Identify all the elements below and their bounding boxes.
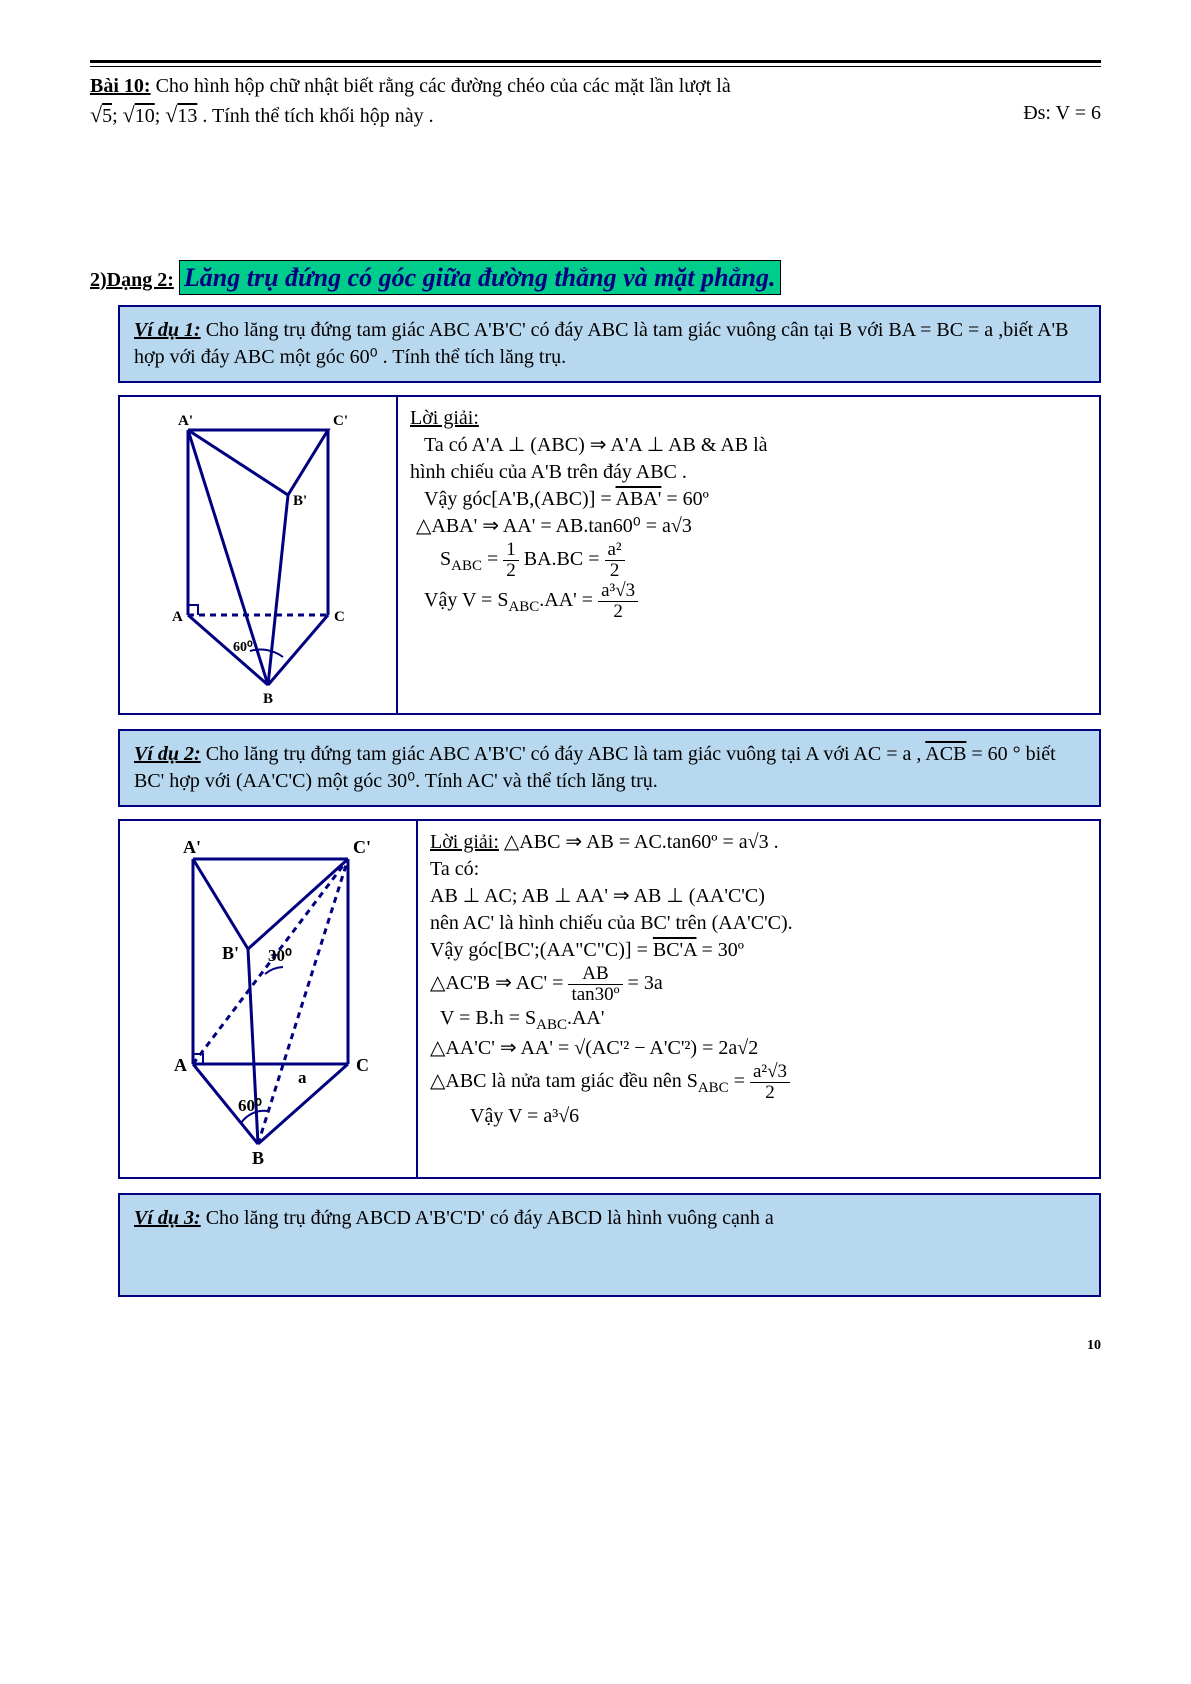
bai10-text2: √5; √10; √13 . Tính thể tích khối hộp nà… bbox=[90, 105, 434, 127]
label-Cprime: C' bbox=[333, 413, 348, 429]
ex2-solution-row: A' C' B' A C B 30⁰ 60⁰ a Lời giải: △ABC … bbox=[118, 819, 1101, 1179]
label-B2: B bbox=[252, 1148, 264, 1168]
label-Cprime2: C' bbox=[353, 837, 371, 857]
ex2-sol-l7: V = B.h = SABC.AA' bbox=[430, 1005, 1087, 1035]
label-C: C bbox=[334, 609, 345, 625]
ex1-figure-cell: A' C' B' A C B 60⁰ bbox=[120, 397, 398, 713]
ex1-sol-title: Lời giải: bbox=[410, 407, 479, 429]
ex1-sol-l6: Vậy V = SABC.AA' = a³√32 bbox=[410, 581, 1087, 622]
ex1-sol-l4: △ABA' ⇒ AA' = AB.tan60⁰ = a√3 bbox=[410, 513, 1087, 540]
ex1-sol-l1: Ta có A'A ⊥ (ABC) ⇒ A'A ⊥ AB & AB là bbox=[410, 432, 1087, 459]
ex1-sol-l2: hình chiếu của A'B trên đáy ABC . bbox=[410, 459, 1087, 486]
ex2-sol-l1: Lời giải: △ABC ⇒ AB = AC.tan60º = a√3 . bbox=[430, 829, 1087, 856]
label-angle60b: 60⁰ bbox=[238, 1096, 262, 1115]
ex2-sol-l10: Vậy V = a³√6 bbox=[430, 1103, 1087, 1130]
ex2-solution-cell: Lời giải: △ABC ⇒ AB = AC.tan60º = a√3 . … bbox=[418, 821, 1099, 1177]
ex2-sol-l5: Vậy góc[BC';(AA"C"C)] = BC'A = 30º bbox=[430, 937, 1087, 964]
top-rule bbox=[90, 60, 1101, 67]
ex1-solution-cell: Lời giải: Ta có A'A ⊥ (ABC) ⇒ A'A ⊥ AB &… bbox=[398, 397, 1099, 713]
ex1-problem-text: Cho lăng trụ đứng tam giác ABC A'B'C' có… bbox=[134, 319, 1068, 368]
label-C2: C bbox=[356, 1055, 369, 1075]
label-B: B bbox=[263, 691, 273, 705]
ex2-sol-l4: nên AC' là hình chiếu của BC' trên (AA'C… bbox=[430, 910, 1087, 937]
ex2-sol-l6: △AC'B ⇒ AC' = ABtan30º = 3a bbox=[430, 964, 1087, 1005]
label-Aprime: A' bbox=[178, 413, 193, 429]
label-Bprime: B' bbox=[293, 493, 307, 509]
ex3-problem-text: Cho lăng trụ đứng ABCD A'B'C'D' có đáy A… bbox=[201, 1207, 774, 1229]
section-heading: 2)Dạng 2: Lăng trụ đứng có góc giữa đườn… bbox=[90, 260, 1101, 295]
bai10-answer: Đs: V = 6 bbox=[1023, 100, 1101, 127]
page-number: 10 bbox=[90, 1337, 1101, 1356]
ex2-sol-l8: △AA'C' ⇒ AA' = √(AC'² − A'C'²) = 2a√2 bbox=[430, 1035, 1087, 1062]
ex2-problem-box: Ví dụ 2: Cho lăng trụ đứng tam giác ABC … bbox=[118, 729, 1101, 807]
ex2-sol-l9: △ABC là nửa tam giác đều nên SABC = a²√3… bbox=[430, 1062, 1087, 1103]
ex1-solution-row: A' C' B' A C B 60⁰ Lời giải: Ta có A'A ⊥… bbox=[118, 395, 1101, 715]
ex1-label: Ví dụ 1: bbox=[134, 319, 201, 341]
label-A: A bbox=[172, 609, 183, 625]
ex2-sol-l3: AB ⊥ AC; AB ⊥ AA' ⇒ AB ⊥ (AA'C'C) bbox=[430, 883, 1087, 910]
label-Bprime2: B' bbox=[222, 943, 239, 963]
ex1-figure: A' C' B' A C B 60⁰ bbox=[138, 405, 378, 705]
label-A2: A bbox=[174, 1055, 187, 1075]
label-Aprime2: A' bbox=[183, 837, 201, 857]
bai10-line2: √5; √10; √13 . Tính thể tích khối hộp nà… bbox=[90, 100, 1101, 130]
ex2-figure: A' C' B' A C B 30⁰ 60⁰ a bbox=[138, 829, 398, 1169]
dang2-title: Lăng trụ đứng có góc giữa đường thẳng và… bbox=[179, 260, 781, 295]
ex3-label: Ví dụ 3: bbox=[134, 1207, 201, 1229]
bai10-label: Bài 10: bbox=[90, 75, 151, 97]
bai10-line1: Bài 10: Cho hình hộp chữ nhật biết rằng … bbox=[90, 73, 1101, 100]
label-a: a bbox=[298, 1068, 307, 1087]
ex2-arc: ACB bbox=[925, 743, 966, 765]
ex2-problem-a: Cho lăng trụ đứng tam giác ABC A'B'C' có… bbox=[201, 743, 926, 765]
ex3-problem-box: Ví dụ 3: Cho lăng trụ đứng ABCD A'B'C'D'… bbox=[118, 1193, 1101, 1297]
ex2-figure-cell: A' C' B' A C B 30⁰ 60⁰ a bbox=[120, 821, 418, 1177]
ex2-label: Ví dụ 2: bbox=[134, 743, 201, 765]
ex2-sol-l2: Ta có: bbox=[430, 856, 1087, 883]
dang2-label: 2)Dạng 2: bbox=[90, 269, 174, 291]
ex1-sol-l3: Vậy góc[A'B,(ABC)] = ABA' = 60º bbox=[410, 486, 1087, 513]
label-angle60: 60⁰ bbox=[233, 640, 253, 655]
bai10-text1: Cho hình hộp chữ nhật biết rằng các đườn… bbox=[151, 75, 731, 97]
ex1-sol-l5: SABC = 12 BA.BC = a²2 bbox=[410, 540, 1087, 581]
label-angle30: 30⁰ bbox=[268, 946, 292, 965]
bai10-block: Bài 10: Cho hình hộp chữ nhật biết rằng … bbox=[90, 73, 1101, 130]
ex1-problem-box: Ví dụ 1: Cho lăng trụ đứng tam giác ABC … bbox=[118, 305, 1101, 383]
